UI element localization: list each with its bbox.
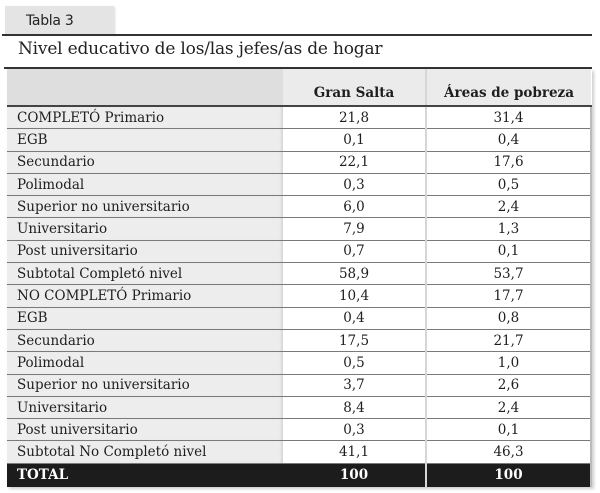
areas-pobreza-value: 0,4 <box>426 128 592 152</box>
row-label: Superior no universitario <box>7 195 283 219</box>
table-row: Subtotal Completó nivel 58,9 53,7 <box>7 262 592 286</box>
row-label: Secundario <box>7 151 283 174</box>
table-row: COMPLETÓ Primario 21,8 31,4 <box>7 106 592 130</box>
areas-pobreza-value: 21,7 <box>426 329 592 353</box>
table-row: Universitario 7,9 1,3 <box>7 217 592 241</box>
gran-salta-value: 6,0 <box>283 195 427 219</box>
areas-pobreza-value: 0,1 <box>426 240 592 264</box>
areas-pobreza-value: 31,4 <box>426 106 592 130</box>
table-row: Polimodal 0,3 0,5 <box>7 173 592 197</box>
areas-pobreza-value: 1,0 <box>426 351 592 375</box>
areas-pobreza-value: 2,6 <box>426 374 592 397</box>
gran-salta-value: 22,1 <box>283 151 427 174</box>
gran-salta-value: 58,9 <box>283 262 427 286</box>
gran-salta-value: 8,4 <box>283 396 427 420</box>
table-number-label: Tabla 3 <box>26 13 74 29</box>
gran-salta-value: 10,4 <box>283 284 427 308</box>
row-label: Polimodal <box>7 351 283 375</box>
total-row: TOTAL 100 100 <box>7 463 592 487</box>
table-row: Universitario 8,4 2,4 <box>7 396 592 420</box>
top-divider <box>2 34 592 36</box>
header-gran-salta: Gran Salta <box>283 69 427 107</box>
gran-salta-value: 21,8 <box>283 106 427 130</box>
areas-pobreza-value: 53,7 <box>426 262 592 286</box>
gran-salta-value: 17,5 <box>283 329 427 353</box>
gran-salta-value: 41,1 <box>283 440 427 464</box>
gran-salta-value: 0,4 <box>283 307 427 330</box>
row-label: Universitario <box>7 217 283 241</box>
areas-pobreza-value: 0,1 <box>426 418 592 442</box>
row-label: EGB <box>7 307 283 330</box>
table-row: Superior no universitario 6,0 2,4 <box>7 195 592 219</box>
gran-salta-value: 0,1 <box>283 128 427 152</box>
areas-pobreza-value: 17,6 <box>426 151 592 174</box>
table-row: Superior no universitario 3,7 2,6 <box>7 374 592 397</box>
areas-pobreza-value: 100 <box>426 463 592 487</box>
row-label: NO COMPLETÓ Primario <box>7 284 283 308</box>
row-label: Superior no universitario <box>7 374 283 397</box>
row-label: COMPLETÓ Primario <box>7 106 283 130</box>
table-row: Secundario 17,5 21,7 <box>7 329 592 353</box>
areas-pobreza-value: 0,8 <box>426 307 592 330</box>
table-row: Post universitario 0,3 0,1 <box>7 418 592 442</box>
areas-pobreza-value: 0,5 <box>426 173 592 197</box>
row-label: Subtotal Completó nivel <box>7 262 283 286</box>
education-level-table: Gran Salta Áreas de pobreza COMPLETÓ Pri… <box>7 69 592 487</box>
table-row: Polimodal 0,5 1,0 <box>7 351 592 375</box>
gran-salta-value: 0,7 <box>283 240 427 264</box>
header-areas-pobreza: Áreas de pobreza <box>426 69 591 107</box>
table-row: EGB 0,1 0,4 <box>7 128 592 152</box>
table-title: Nivel educativo de los/las jefes/as de h… <box>18 39 383 59</box>
table-row: NO COMPLETÓ Primario 10,4 17,7 <box>7 284 592 308</box>
gran-salta-value: 0,3 <box>283 173 427 197</box>
gran-salta-value: 3,7 <box>283 374 427 397</box>
row-label: Post universitario <box>7 240 283 264</box>
header-row: Gran Salta Áreas de pobreza <box>7 69 591 107</box>
row-label: Post universitario <box>7 418 283 442</box>
areas-pobreza-value: 2,4 <box>426 195 592 219</box>
areas-pobreza-value: 46,3 <box>426 440 592 464</box>
row-label: EGB <box>7 128 283 152</box>
row-label: Universitario <box>7 396 283 420</box>
areas-pobreza-value: 1,3 <box>426 217 592 241</box>
row-label: Secundario <box>7 329 283 353</box>
areas-pobreza-value: 17,7 <box>426 284 592 308</box>
row-label: TOTAL <box>7 463 283 487</box>
table-row: Secundario 22,1 17,6 <box>7 151 592 174</box>
table-row: EGB 0,4 0,8 <box>7 307 592 330</box>
title-divider <box>4 67 592 69</box>
gran-salta-value: 100 <box>283 463 427 487</box>
gran-salta-value: 0,3 <box>283 418 427 442</box>
table-row: Subtotal No Completó nivel 41,1 46,3 <box>7 440 592 464</box>
gran-salta-value: 0,5 <box>283 351 427 375</box>
table-row: Post universitario 0,7 0,1 <box>7 240 592 264</box>
header-blank <box>7 69 283 107</box>
gran-salta-value: 7,9 <box>283 217 427 241</box>
row-label: Polimodal <box>7 173 283 197</box>
table-number-tab: Tabla 3 <box>5 6 114 34</box>
row-label: Subtotal No Completó nivel <box>7 440 283 464</box>
areas-pobreza-value: 2,4 <box>426 396 592 420</box>
